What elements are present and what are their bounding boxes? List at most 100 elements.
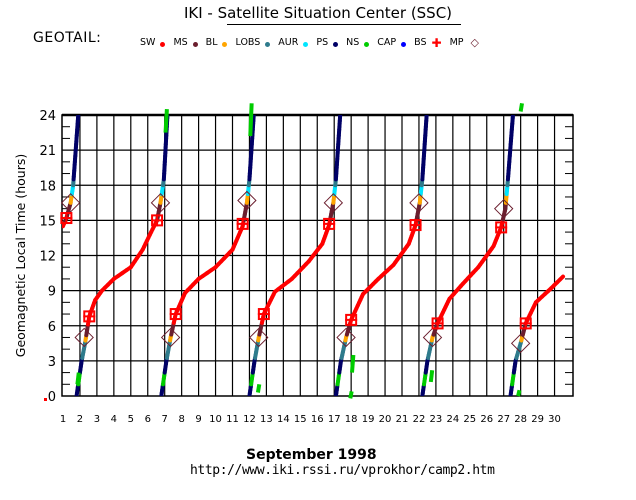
- legend: SW MS BL LOBS AUR PS NS CAP BS ✚ MP ◇: [140, 36, 479, 50]
- magnetopause-marker: [249, 327, 269, 348]
- x-tick-label: 10: [209, 414, 222, 425]
- x-tick-label: 20: [379, 414, 392, 425]
- y-axis-label: Geomagnetic Local Time (hours): [13, 154, 28, 357]
- legend-dot-icon: [265, 42, 271, 47]
- magnetopause-marker: [237, 190, 257, 211]
- legend-item-sw: SW: [140, 37, 173, 48]
- northern-sheath-segment: [350, 354, 356, 373]
- title-underline: [227, 24, 461, 25]
- northern-sheath-segment: [348, 390, 354, 399]
- orbit-traces: [62, 115, 566, 396]
- x-tick-label: 25: [463, 414, 476, 425]
- northern-sheath-segment: [518, 102, 524, 112]
- legend-item-mp: MP ◇: [450, 37, 479, 48]
- x-tick-label: 4: [111, 414, 117, 425]
- northern-sheath-segment: [163, 109, 169, 133]
- x-tick-label: 23: [430, 414, 443, 425]
- legend-label: CAP: [377, 37, 397, 48]
- magnetopause-marker: [60, 193, 81, 213]
- x-tick-label: 3: [94, 414, 100, 425]
- x-tick-label: 14: [277, 414, 290, 425]
- legend-diamond-icon: ◇: [470, 36, 479, 49]
- x-tick-label: 24: [446, 414, 459, 425]
- x-tick-label: 26: [480, 414, 493, 425]
- magnetopause-marker: [74, 327, 94, 348]
- legend-item-ns: NS: [346, 37, 377, 48]
- northern-sheath-segment: [248, 103, 254, 137]
- y-tick-label: 18: [39, 179, 56, 194]
- x-tick-label: 29: [531, 414, 544, 425]
- x-tick-label: 1: [60, 414, 66, 425]
- y-tick-label: 15: [39, 214, 56, 229]
- y-tick-label: 24: [39, 109, 56, 124]
- y-tick-label: 0: [48, 390, 56, 405]
- x-tick-label: 16: [311, 414, 324, 425]
- legend-label: BS: [414, 37, 427, 48]
- magnetopause-marker: [160, 327, 181, 348]
- legend-label: BL: [205, 37, 218, 48]
- legend-dot-icon: [401, 42, 407, 47]
- magnetopause-marker: [422, 327, 443, 348]
- legend-label: NS: [346, 37, 360, 48]
- legend-item-bs: BS ✚: [414, 36, 449, 50]
- x-tick-label: 2: [77, 414, 83, 425]
- legend-item-aur: AUR: [278, 37, 316, 48]
- source-url: http://www.iki.rssi.ru/vprokhor/camp2.ht…: [190, 463, 495, 478]
- x-tick-label: 13: [260, 414, 273, 425]
- legend-label: PS: [316, 37, 329, 48]
- x-tick-label: 15: [294, 414, 307, 425]
- legend-item-ms: MS: [173, 37, 205, 48]
- magnetopause-marker: [510, 333, 531, 354]
- origin-red-dot: [44, 398, 47, 401]
- legend-dot-icon: [303, 42, 309, 47]
- x-tick-label: 19: [362, 414, 375, 425]
- x-tick-label: 11: [226, 414, 239, 425]
- x-tick-label: 7: [162, 414, 168, 425]
- legend-cross-icon: ✚: [431, 36, 442, 50]
- magnetopause-marker: [409, 193, 429, 213]
- legend-item-bl: BL: [206, 37, 236, 48]
- satellite-name: GEOTAIL:: [33, 30, 102, 46]
- y-tick-label: 21: [39, 144, 56, 159]
- magnetopause-marker: [150, 193, 171, 213]
- legend-dot-icon: [160, 42, 166, 47]
- x-tick-label: 30: [548, 414, 561, 425]
- magnetopause-marker: [493, 198, 514, 219]
- x-tick-label: 9: [195, 414, 201, 425]
- x-tick-label: 5: [128, 414, 134, 425]
- legend-label: MP: [449, 37, 464, 48]
- x-tick-label: 18: [345, 414, 358, 425]
- legend-dot-icon: [222, 42, 228, 47]
- y-tick-label: 6: [48, 320, 56, 335]
- y-tick-label: 9: [48, 285, 56, 300]
- magnetopause-marker: [323, 193, 344, 213]
- legend-item-ps: PS: [316, 37, 346, 48]
- northern-sheath-segment: [516, 389, 522, 397]
- northern-sheath-segment: [428, 370, 435, 383]
- northern-sheath-segment: [75, 372, 81, 385]
- legend-dot-icon: [333, 42, 339, 47]
- legend-label: AUR: [278, 37, 299, 48]
- legend-dot-icon: [364, 42, 370, 47]
- legend-label: LOBS: [235, 37, 261, 48]
- y-tick-label: 3: [48, 355, 56, 370]
- x-axis-label: September 1998: [246, 447, 377, 463]
- orbit-segment: [558, 274, 566, 282]
- x-tick-label: 28: [514, 414, 527, 425]
- x-tick-label: 6: [145, 414, 151, 425]
- x-tick-label: 17: [328, 414, 341, 425]
- northern-sheath-segment: [255, 383, 262, 393]
- x-tick-label: 8: [178, 414, 184, 425]
- y-tick-label: 12: [39, 250, 56, 265]
- legend-item-lobs: LOBS: [235, 37, 278, 48]
- x-tick-label: 22: [413, 414, 426, 425]
- x-tick-label: 27: [497, 414, 510, 425]
- legend-item-cap: CAP: [377, 37, 414, 48]
- legend-label: SW: [140, 37, 156, 48]
- legend-label: MS: [173, 37, 188, 48]
- x-tick-label: 12: [243, 414, 256, 425]
- x-tick-label: 21: [396, 414, 409, 425]
- magnetopause-marker: [336, 327, 356, 348]
- chart-title: IKI - Satellite Situation Center (SSC): [183, 4, 453, 22]
